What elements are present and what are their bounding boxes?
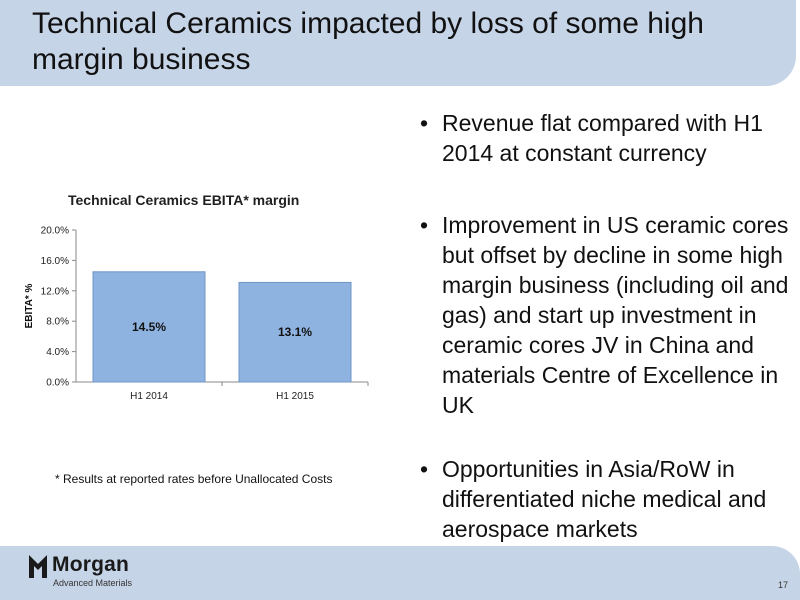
ebita-chart: Technical Ceramics EBITA* margin 0.0% 4.0… bbox=[18, 192, 378, 412]
title-band bbox=[0, 0, 796, 86]
x-tick-label: H1 2014 bbox=[130, 391, 168, 402]
slide-title: Technical Ceramics impacted by loss of s… bbox=[32, 7, 704, 76]
chart-title: Technical Ceramics EBITA* margin bbox=[68, 192, 300, 208]
y-tick-label: 16.0% bbox=[41, 256, 69, 267]
x-tick-label: H1 2015 bbox=[276, 391, 314, 402]
footnote: * Results at reported rates before Unall… bbox=[55, 472, 333, 486]
bar-h1-2015 bbox=[238, 281, 352, 383]
bar-data-label: 13.1% bbox=[278, 325, 312, 339]
bar-data-label: 14.5% bbox=[132, 320, 166, 334]
bullet-ceramic-cores: Improvement in US ceramic cores but offs… bbox=[412, 210, 792, 420]
bar-h1-2014 bbox=[92, 271, 206, 383]
y-axis-label: EBITA* % bbox=[24, 283, 35, 328]
footer-band bbox=[0, 546, 800, 600]
y-tick-label: 12.0% bbox=[41, 286, 69, 297]
bullet-revenue: Revenue flat compared with H1 2014 at co… bbox=[412, 108, 792, 168]
logo-name: Morgan bbox=[52, 553, 130, 576]
chart-svg: 0.0% 4.0% 8.0% 12.0% 16.0% 20.0% EBITA* % 14.5%… bbox=[24, 226, 369, 402]
y-tick-label: 8.0% bbox=[46, 317, 69, 328]
y-tick-label: 20.0% bbox=[41, 226, 69, 237]
logo-subtitle: Advanced Materials bbox=[53, 578, 133, 588]
bullet-list: Revenue flat compared with H1 2014 at co… bbox=[412, 108, 792, 544]
page-number: 17 bbox=[777, 580, 788, 590]
bullet-opportunities: Opportunities in Asia/RoW in differentia… bbox=[412, 454, 792, 544]
y-tick-label: 4.0% bbox=[46, 347, 69, 358]
morgan-logo-icon bbox=[29, 555, 47, 578]
y-tick-label: 0.0% bbox=[46, 378, 69, 389]
